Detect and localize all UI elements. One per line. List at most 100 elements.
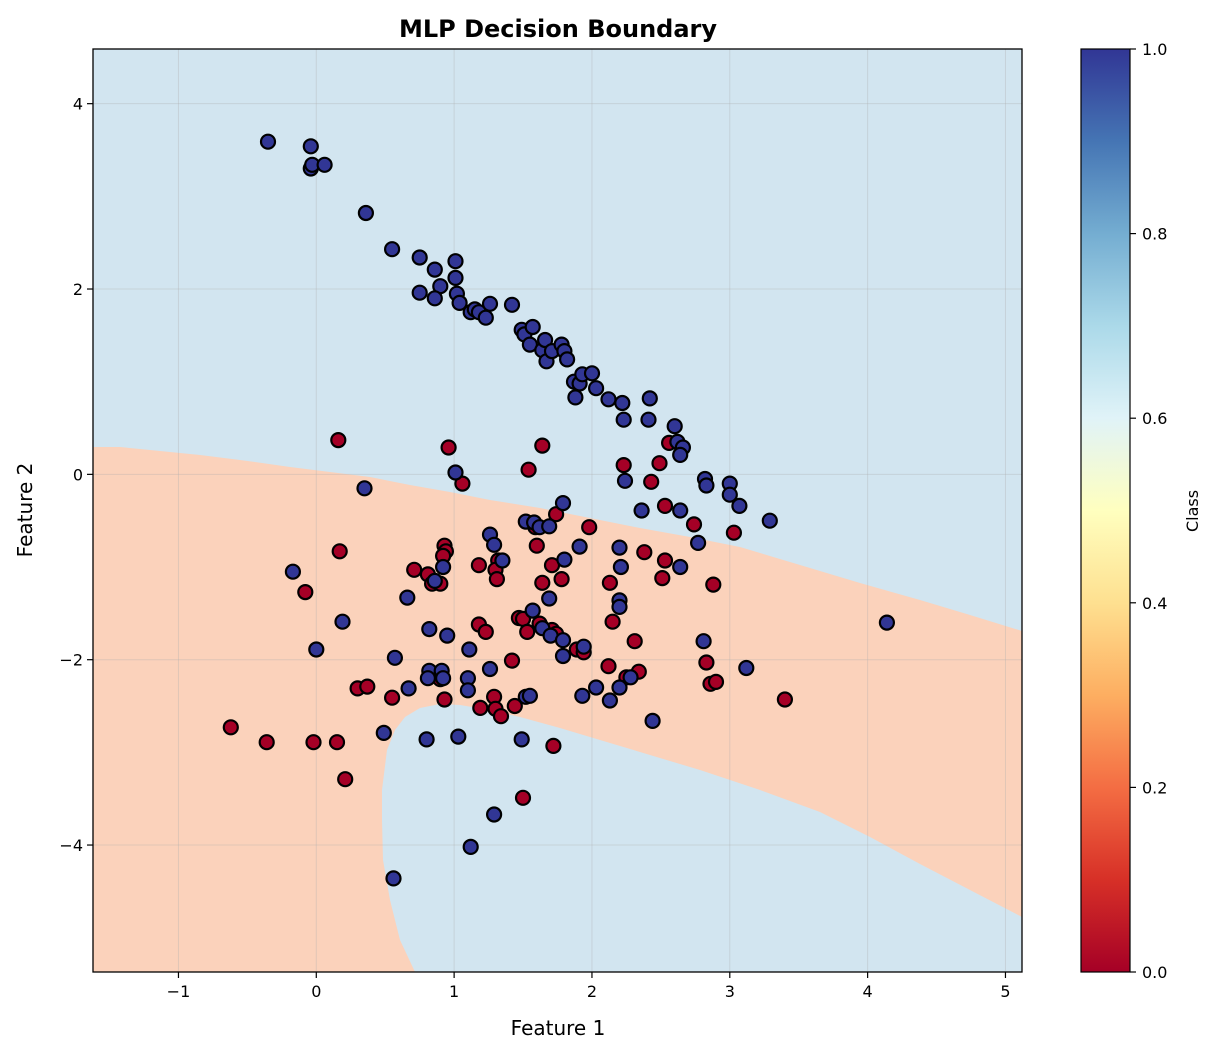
point-class1 [461,641,478,658]
plot-area [92,48,1023,973]
point-class1 [622,669,639,686]
point-class1 [614,394,631,412]
point-class1 [672,502,689,519]
point-class1 [541,590,558,607]
point-class0 [601,574,619,591]
point-class1 [616,472,634,489]
point-class1 [524,318,541,336]
colorbar-tick-label: 0.6 [1142,409,1167,428]
point-class0 [328,734,346,751]
point-class1 [451,294,468,311]
point-class1 [386,649,403,666]
point-class0 [440,439,457,456]
point-class1 [486,806,503,823]
point-class1 [259,133,277,150]
colorbar: 0.0 0.2 0.4 0.6 0.8 1.0 Class [1080,40,1202,982]
colorbar-gradient [1080,48,1131,973]
point-class0 [685,516,703,533]
point-class1 [357,204,374,222]
point-class1 [435,670,452,687]
point-class1 [411,249,428,266]
decision-region-class0 [93,447,1022,972]
colorbar-label: Class [1183,490,1202,532]
point-class1 [375,724,392,742]
point-class0 [651,455,668,472]
point-class0 [406,561,423,578]
point-class1 [689,534,707,552]
point-class1 [316,156,333,173]
point-class0 [305,734,322,751]
point-class1 [385,870,402,887]
point-class1 [459,682,476,699]
point-class1 [672,446,689,463]
colorbar-tick-label: 0.2 [1142,778,1167,797]
point-class1 [400,680,417,697]
colorbar-tick-label: 1.0 [1142,40,1167,59]
x-tick-label: 5 [1000,982,1010,1001]
point-class0 [604,613,621,630]
point-class1 [356,480,373,497]
point-class1 [302,138,319,155]
point-class0 [707,673,725,691]
point-class1 [612,558,630,576]
point-class1 [284,563,301,580]
point-class0 [488,570,505,588]
point-class0 [725,524,743,541]
point-class0 [337,771,354,788]
point-class1 [583,365,601,382]
point-class0 [297,583,314,601]
y-tick-label: 2 [73,280,83,299]
point-class1 [878,614,896,631]
point-class1 [567,389,584,406]
point-class0 [600,658,617,675]
point-class1 [571,538,588,555]
point-class0 [470,557,487,574]
point-class1 [450,728,467,745]
point-class0 [359,678,376,695]
point-class0 [528,537,545,554]
point-class0 [492,708,510,725]
y-axis: −4 −2 0 2 4 [59,95,93,855]
point-class1 [633,502,650,519]
point-class0 [514,789,532,806]
point-class1 [738,659,755,677]
point-class1 [439,627,456,644]
point-class0 [545,737,562,755]
point-class1 [600,391,617,408]
y-tick-label: −2 [59,651,83,670]
point-class1 [761,512,778,529]
point-class1 [521,687,539,704]
point-class1 [615,411,632,428]
point-class1 [308,641,325,658]
x-tick-label: 4 [863,982,873,1001]
point-class0 [776,691,794,708]
point-class1 [477,309,494,326]
point-class1 [524,602,541,619]
plot-frame [92,48,1023,973]
y-tick-label: 0 [73,465,83,484]
point-class1 [666,418,683,435]
point-class0 [636,544,653,561]
point-class0 [534,574,551,591]
point-class1 [447,253,464,270]
x-axis: −1 0 1 2 3 4 5 [167,972,1011,1001]
point-class1 [556,551,573,568]
point-class1 [695,633,712,650]
point-class1 [554,495,572,512]
point-class0 [643,473,660,490]
point-class1 [672,558,689,576]
point-class1 [334,613,351,630]
y-tick-label: −4 [59,836,83,855]
point-class1 [721,486,738,503]
point-class1 [486,536,503,553]
point-class0 [656,497,674,514]
point-class1 [640,411,657,428]
point-class1 [421,620,438,638]
point-class1 [494,552,511,569]
point-class0 [654,569,671,587]
y-axis-label: Feature 2 [13,463,37,558]
point-class1 [426,261,443,278]
x-axis-label: Feature 1 [511,1016,606,1040]
point-class1 [411,284,428,301]
point-class1 [435,558,452,576]
